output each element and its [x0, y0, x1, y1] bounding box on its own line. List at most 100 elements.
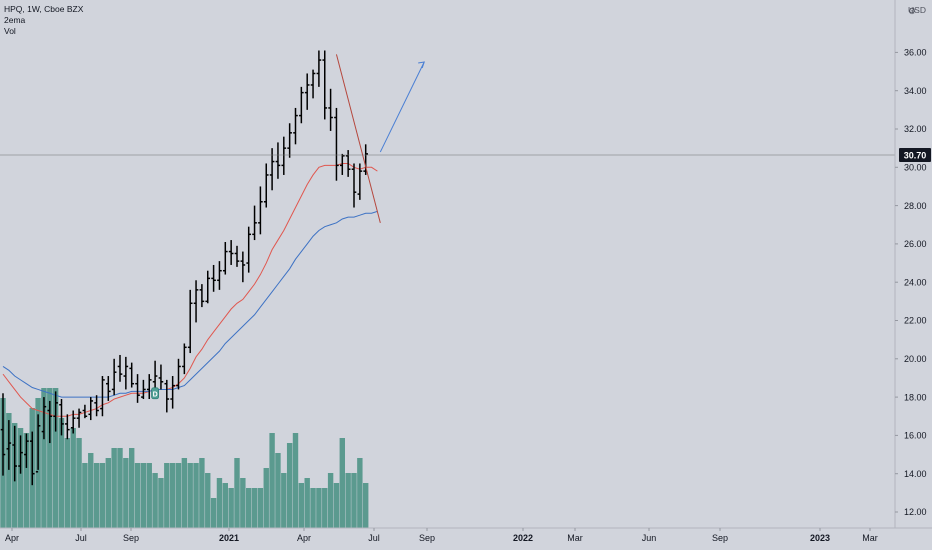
time-tick-label: Jul [75, 533, 87, 543]
price-tick-label: 20.00 [904, 354, 927, 364]
volume-bar [23, 433, 30, 528]
currency-label: USD [908, 5, 926, 15]
ohlc-bar [94, 395, 99, 417]
ohlc-bar [123, 356, 129, 390]
volume-bar [47, 388, 53, 528]
ohlc-bar [351, 163, 357, 208]
ohlc-bar [299, 86, 304, 124]
ohlc-bar [345, 150, 351, 177]
ohlc-bar [6, 420, 12, 470]
volume-bar [298, 483, 305, 528]
price-axis[interactable]: 12.00 14.00 16.00 18.00 20.00 22.00 24.00 26.00… [895, 48, 927, 518]
ohlc-bar [106, 376, 111, 401]
volume-bar [345, 473, 351, 528]
indicator-volume-label[interactable]: Vol [4, 26, 16, 36]
ohlc-bar [240, 251, 246, 283]
volume-bar [152, 473, 158, 528]
price-tick-label: 22.00 [904, 316, 927, 326]
indicator-ema-label[interactable]: 2ema [4, 15, 26, 25]
volume-bar [82, 463, 88, 528]
ohlc-bar [363, 144, 368, 175]
symbol-title[interactable]: HPQ, 1W, Cboe BZX [4, 4, 84, 14]
ohlc-bar [246, 226, 251, 273]
gear-icon[interactable]: ⚙ [907, 6, 917, 16]
volume-bar [351, 473, 357, 528]
volume-bar [123, 458, 129, 528]
volume-bar [222, 483, 228, 528]
ohlc-bar [187, 289, 193, 354]
ohlc-bar [170, 376, 175, 409]
time-tick-label: Jun [642, 533, 657, 543]
time-tick-label: Jul [368, 533, 380, 543]
event-markers[interactable]: D [151, 387, 160, 400]
volume-bar [187, 463, 193, 528]
ohlc-bar [59, 399, 64, 436]
ohlc-bar [316, 50, 322, 87]
ohlc-bar [205, 270, 211, 304]
ema-slow-line [2, 210, 378, 398]
volume-bar [158, 478, 164, 528]
volume-bar [99, 463, 106, 528]
ohlc-bar [293, 107, 298, 145]
volume-bar [281, 473, 287, 528]
ohlc-bar [82, 404, 88, 419]
volume-bar [322, 488, 328, 528]
current-price-text: 30.70 [904, 150, 927, 160]
ohlc-bar [199, 284, 205, 308]
ohlc-bar [76, 408, 82, 428]
price-tick-label: 12.00 [904, 507, 927, 517]
volume-bar [175, 463, 182, 528]
volume-bar [339, 438, 345, 528]
ohlc-bar [211, 264, 216, 292]
volume-bar [292, 433, 299, 528]
volume-bar [275, 453, 281, 528]
volume-bar [41, 388, 47, 528]
volume-bar [193, 463, 199, 528]
ohlc-bar [88, 397, 94, 421]
ohlc-bar [281, 136, 287, 175]
volume-bar [105, 458, 111, 528]
ohlc-bar [275, 142, 281, 179]
volume-bar [327, 473, 334, 528]
ohlc-bar [146, 374, 152, 400]
price-tick-label: 14.00 [904, 469, 927, 479]
ohlc-bar [310, 69, 316, 99]
price-tick-label: 30.00 [904, 163, 927, 173]
ohlc-bar [287, 123, 292, 158]
ema-fast-line [2, 162, 378, 417]
volume-bar [216, 478, 223, 528]
volume-bar [199, 458, 205, 528]
price-tick-label: 24.00 [904, 277, 927, 287]
downtrend-line [335, 54, 381, 223]
time-tick-label: Mar [567, 533, 583, 543]
volume-bar [205, 473, 211, 528]
volume-bar [164, 463, 170, 528]
time-tick-label: Apr [5, 533, 19, 543]
ohlc-bar [258, 186, 263, 235]
volume-bar [310, 488, 316, 528]
volume-bar [251, 488, 258, 528]
ohlc-bar [263, 163, 269, 208]
volume-bar [240, 478, 246, 528]
time-axis[interactable]: Apr Jul Sep 2021 Apr Jul Sep 2022 Mar Jun Sep 2023 M… [5, 528, 878, 543]
ohlc-bar [217, 261, 222, 290]
ohlc-bar [328, 88, 333, 131]
ohlc-bar [70, 410, 76, 434]
volume-bar [134, 463, 141, 528]
ohlc-bar [35, 414, 41, 473]
ohlc-bar [322, 50, 328, 120]
ohlc-bar [65, 414, 70, 440]
ohlc-bar [53, 391, 58, 432]
ohlc-bar [41, 397, 47, 440]
trend-lines[interactable] [335, 54, 425, 223]
price-tick-label: 34.00 [904, 86, 927, 96]
ohlc-bar [47, 400, 53, 444]
price-tick-label: 18.00 [904, 392, 927, 402]
volume-bar [52, 388, 59, 528]
volume-bar [246, 488, 252, 528]
ohlc-bar [111, 358, 117, 396]
ohlc-bar [223, 241, 228, 275]
volume-bar [111, 448, 117, 528]
dividend-marker-icon [151, 387, 160, 400]
